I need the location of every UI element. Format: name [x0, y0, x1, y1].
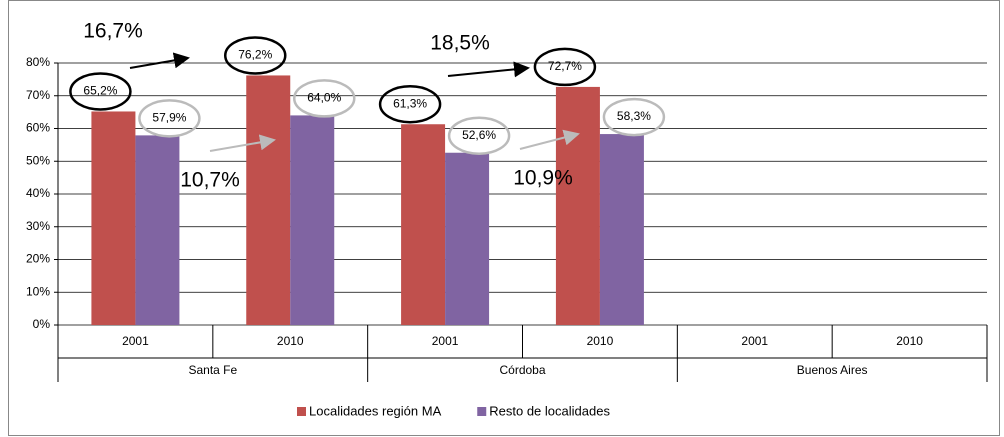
y-tick-label: 40% — [26, 186, 50, 200]
label-ellipse — [69, 72, 132, 111]
y-tick-label: 80% — [26, 55, 50, 69]
label-ellipse — [602, 97, 666, 137]
annotation-arrow — [447, 61, 530, 78]
x-tick-label: 2010 — [896, 334, 923, 348]
x-tick-label: 2001 — [122, 334, 149, 348]
bar — [401, 124, 446, 326]
legend-swatch — [297, 407, 306, 416]
x-tick-label: 2001 — [741, 334, 768, 348]
data-label: 61,3% — [393, 96, 427, 110]
annotation: 18,5% — [430, 32, 490, 55]
bar — [599, 134, 644, 325]
y-tick-label: 70% — [26, 88, 50, 102]
data-label: 52,6% — [462, 128, 496, 142]
x-tick-label: 2010 — [587, 334, 614, 348]
legend-label: Localidades región MA — [309, 403, 442, 418]
group-label: Córdoba — [499, 363, 545, 377]
annotation: 10,7% — [180, 169, 240, 192]
annotation-arrow — [519, 129, 580, 150]
data-label: 65,2% — [83, 84, 117, 98]
x-tick-label: 2010 — [277, 334, 304, 348]
x-tick-label: 2001 — [432, 334, 459, 348]
legend-label: Resto de localidades — [489, 403, 610, 418]
annotation: 16,7% — [83, 20, 143, 43]
bar — [445, 152, 490, 325]
data-label: 72,7% — [548, 59, 582, 73]
label-ellipse — [138, 99, 201, 138]
data-label: 57,9% — [152, 111, 186, 125]
bar — [555, 86, 600, 325]
legend-swatch — [477, 407, 487, 416]
bar — [290, 115, 335, 326]
bar — [246, 75, 291, 325]
group-label: Santa Fe — [188, 363, 237, 377]
group-label: Buenos Aires — [797, 363, 868, 377]
annotation: 10,9% — [513, 167, 573, 190]
bar — [135, 135, 180, 325]
y-tick-label: 50% — [26, 153, 50, 167]
data-label: 58,3% — [617, 109, 651, 123]
data-label: 64,0% — [307, 91, 341, 105]
y-tick-label: 20% — [26, 252, 50, 266]
label-ellipse — [224, 36, 287, 75]
annotation-arrow — [209, 134, 276, 152]
y-tick-label: 10% — [26, 284, 50, 298]
bar — [91, 111, 136, 325]
y-tick-label: 30% — [26, 219, 50, 233]
y-tick-label: 60% — [26, 121, 50, 135]
label-ellipse — [447, 116, 511, 155]
label-ellipse — [533, 47, 597, 87]
label-ellipse — [378, 84, 442, 124]
annotation-arrow — [129, 52, 190, 69]
label-ellipse — [293, 79, 356, 118]
data-label: 76,2% — [238, 48, 272, 62]
y-tick-label: 0% — [33, 317, 51, 331]
